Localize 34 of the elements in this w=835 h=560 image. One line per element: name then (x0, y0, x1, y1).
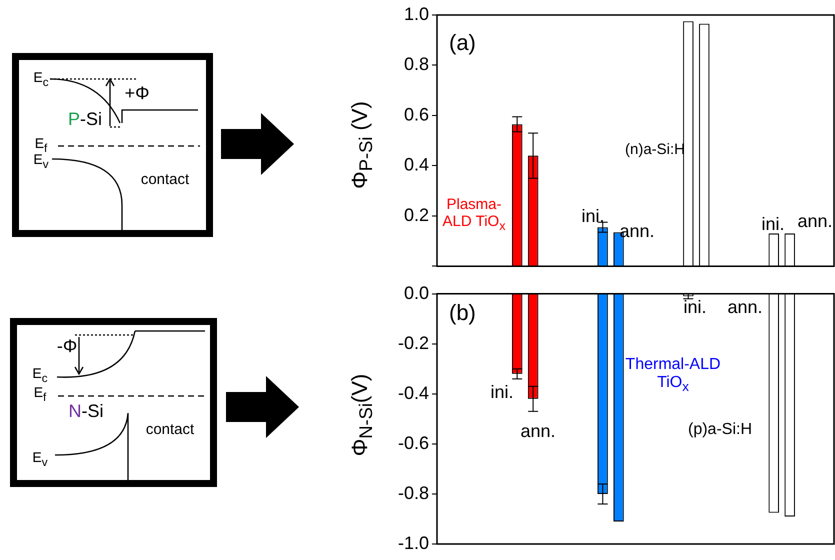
y-tick-label: -0.8 (398, 482, 429, 503)
y-tick-label: 1.0 (404, 4, 429, 24)
annotation: ann. (727, 297, 763, 318)
annotation: ini. (581, 206, 605, 227)
annotation: Thermal-ALD TiO$_{x}$ (624, 356, 722, 394)
y-tick-label: 0.2 (404, 204, 429, 225)
annotation: (b) (449, 300, 476, 326)
annotation: Plasma-ALD TiO$_{x}$ (442, 196, 506, 234)
text: E$_{v}$ (32, 449, 48, 470)
annotation: ann. (520, 421, 556, 442)
text: -Φ (56, 336, 78, 357)
annotation: ann. (797, 211, 833, 232)
y-tick-label: -0.2 (398, 332, 429, 353)
y-tick-label: 0.6 (404, 104, 429, 124)
text: E$_{f}$ (34, 384, 46, 405)
y-tick-label: 0.8 (404, 54, 429, 74)
y-tick-label: -0.6 (398, 432, 429, 453)
text: N-Si (68, 401, 104, 422)
text: +Φ (124, 83, 150, 104)
annotation: ini. (490, 382, 514, 403)
text: contact (140, 170, 190, 188)
y-tick-label: 0.0 (404, 282, 429, 303)
y-tick-label: -0.4 (398, 382, 429, 403)
text: E$_{c}$ (32, 365, 48, 386)
annotation: (a) (449, 30, 476, 56)
y-tick-label: 0.4 (404, 154, 429, 175)
annotation: ini. (683, 297, 707, 318)
annotation: (p)a-Si:H (688, 421, 752, 439)
text: contact (146, 420, 194, 438)
text: E$_{c}$ (33, 69, 49, 90)
annotation: ann. (619, 221, 655, 242)
y-tick-label: -1.0 (398, 532, 429, 553)
annotation: ini. (761, 214, 785, 235)
text: P-Si (68, 109, 102, 130)
